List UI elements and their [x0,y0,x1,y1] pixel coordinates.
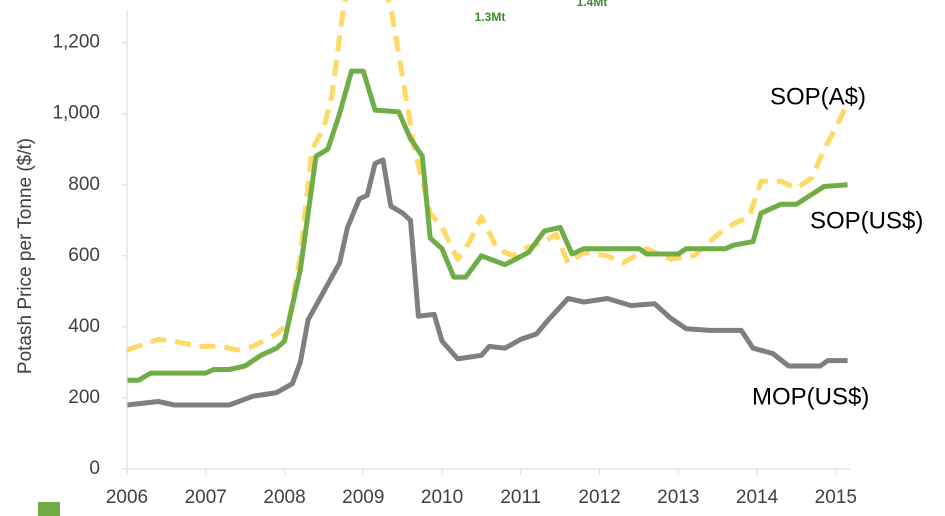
series-label: SOP(US$) [810,207,923,234]
x-tick-label: 2008 [263,487,305,508]
y-tick-label: 200 [68,387,100,408]
x-tick-label: 2010 [421,487,463,508]
series-label: SOP(A$) [770,83,866,110]
icon [38,502,60,516]
x-tick-label: 2012 [578,487,620,508]
y-tick-label: 1,200 [52,32,100,53]
line [127,157,848,408]
x-tick-label: 2011 [500,487,541,508]
y-axis-label: Potash Price per Tonne ($/t) [15,138,36,374]
series-label: MOP(US$) [752,383,869,410]
annotation: 1.4Mt [577,0,608,9]
line [127,0,850,353]
y-tick-label: 600 [68,245,100,266]
x-tick-label: 2007 [185,487,227,508]
y-tick-label: 800 [68,174,100,195]
y-tick-label: 0 [89,458,100,479]
plot [127,0,850,408]
x-tick-label: 2013 [657,487,699,508]
x-tick-label: 2009 [342,487,384,508]
x-tick-label: 2014 [736,487,779,508]
x-tick-label: 2006 [106,487,148,508]
y-tick-label: 400 [68,316,100,337]
line [127,68,848,383]
annotation: 1.3Mt [475,10,506,24]
y-tick-label: 1,000 [52,103,100,124]
x-tick-label: 2015 [815,487,857,508]
